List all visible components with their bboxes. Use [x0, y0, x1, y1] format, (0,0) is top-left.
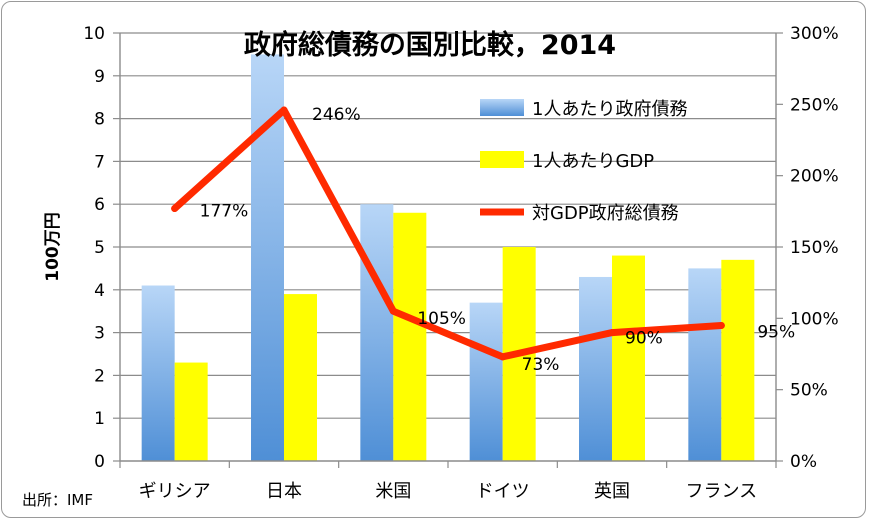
- legend: 1人あたり政府債務 1人あたりGDP 対GDP政府総債務: [480, 99, 687, 224]
- ratio-point: [499, 353, 507, 361]
- legend-swatch: [480, 99, 524, 116]
- legend-label: 1人あたり政府債務: [532, 99, 687, 120]
- bar-government-debt: [579, 276, 612, 461]
- y2-tick-label: 50%: [790, 381, 828, 401]
- x-tick-label: 英国: [594, 481, 630, 502]
- y2-tick-label: 200%: [790, 167, 839, 187]
- y-tick-label: 9: [94, 67, 105, 87]
- y-tick-label: 8: [94, 110, 105, 130]
- bars: [141, 54, 755, 462]
- x-tick-label: 日本: [266, 481, 302, 502]
- bar-gdp: [284, 294, 317, 461]
- y-tick-label: 3: [94, 324, 105, 344]
- bar-government-debt: [469, 302, 503, 461]
- bar-gdp: [721, 259, 755, 461]
- y-axis-label: 100万円: [43, 212, 63, 282]
- data-label: 73%: [522, 355, 560, 375]
- chart-title: 政府総債務の国別比較，2014: [244, 29, 616, 61]
- bar-government-debt: [360, 204, 394, 461]
- ratio-line-path: [171, 106, 725, 361]
- x-tick-label: フランス: [686, 481, 758, 502]
- y-tick-label: 7: [94, 152, 105, 172]
- y-tick-label: 5: [94, 238, 105, 258]
- data-label: 246%: [312, 105, 361, 125]
- data-label: 95%: [757, 322, 795, 342]
- ratio-point: [171, 204, 179, 212]
- bar-government-debt: [688, 268, 722, 461]
- ratio-point: [717, 321, 725, 329]
- y2-tick-label: 300%: [790, 24, 839, 44]
- bar-gdp: [612, 255, 645, 461]
- x-tick-label: ドイツ: [476, 481, 530, 502]
- y-tick-label: 0: [94, 452, 105, 472]
- gridlines: [120, 32, 776, 419]
- data-label: 105%: [417, 309, 466, 329]
- y2-tick-label: 0%: [790, 452, 817, 472]
- y-tick-label: 2: [94, 366, 105, 386]
- ratio-point: [608, 329, 616, 337]
- x-tick-label: ギリシア: [139, 481, 211, 502]
- data-label: 90%: [625, 329, 663, 349]
- ratio-point: [389, 307, 397, 315]
- y-tick-label: 1: [94, 409, 105, 429]
- axes: [113, 32, 783, 468]
- ratio-line: [171, 106, 725, 361]
- source-note: 出所：IMF: [22, 491, 93, 509]
- y-tick-label: 4: [94, 281, 105, 301]
- data-label: 177%: [200, 201, 249, 221]
- y-tick-label: 10: [83, 24, 105, 44]
- legend-label: 対GDP政府総債務: [532, 203, 679, 224]
- bar-gdp: [174, 362, 208, 461]
- legend-swatch: [480, 151, 524, 168]
- chart-texts: 0123456789100%50%100%150%200%250%300%ギリシ…: [22, 24, 839, 509]
- bar-government-debt: [141, 285, 175, 461]
- x-tick-label: 米国: [375, 481, 411, 502]
- y-tick-label: 6: [94, 195, 105, 215]
- ratio-point: [280, 106, 288, 114]
- y2-tick-label: 150%: [790, 238, 839, 258]
- y2-tick-label: 250%: [790, 95, 839, 115]
- y2-tick-label: 100%: [790, 309, 839, 329]
- bar-gdp: [393, 212, 427, 461]
- legend-label: 1人あたりGDP: [532, 151, 654, 172]
